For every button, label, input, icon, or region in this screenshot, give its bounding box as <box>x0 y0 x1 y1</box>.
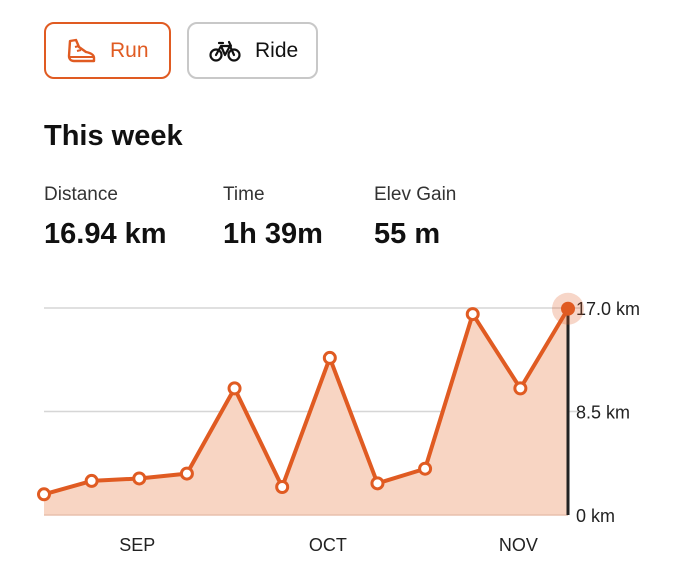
tab-run-label: Run <box>110 38 149 62</box>
data-point[interactable] <box>513 381 528 396</box>
tab-ride[interactable]: Ride <box>187 22 318 79</box>
y-tick-label: 17.0 km <box>576 299 640 319</box>
data-point[interactable] <box>322 350 337 365</box>
data-point[interactable] <box>275 479 290 494</box>
data-point[interactable] <box>418 461 433 476</box>
y-tick-label: 0 km <box>576 506 615 526</box>
stat-time-value: 1h 39m <box>223 218 323 250</box>
data-point[interactable] <box>465 307 480 322</box>
bicycle-icon <box>209 39 241 63</box>
tab-run[interactable]: Run <box>44 22 171 79</box>
x-tick-label: SEP <box>119 535 155 555</box>
area-fill <box>44 308 568 515</box>
stat-time-label: Time <box>223 184 265 205</box>
data-point[interactable] <box>179 466 194 481</box>
stat-distance: Distance 16.94 km <box>44 184 167 250</box>
page-title: This week <box>44 120 183 152</box>
shoe-icon <box>66 38 96 64</box>
stat-elev-gain-value: 55 m <box>374 218 441 250</box>
stat-elev-gain-label: Elev Gain <box>374 184 457 205</box>
data-point[interactable] <box>37 487 51 502</box>
data-point[interactable] <box>370 476 385 491</box>
data-point[interactable] <box>84 473 99 488</box>
stat-distance-label: Distance <box>44 184 118 205</box>
data-point[interactable] <box>227 381 242 396</box>
selected-data-point[interactable] <box>561 301 575 316</box>
activity-type-tabs: Run Ride <box>44 22 318 79</box>
tab-ride-label: Ride <box>255 38 299 62</box>
stat-distance-value: 16.94 km <box>44 218 167 250</box>
y-tick-label: 8.5 km <box>576 403 630 423</box>
data-point[interactable] <box>132 471 147 486</box>
x-tick-label: NOV <box>499 535 538 555</box>
series-line <box>43 307 570 497</box>
x-tick-label: OCT <box>309 535 347 555</box>
stat-time: Time 1h 39m <box>223 184 323 250</box>
stat-elev-gain: Elev Gain 55 m <box>374 184 456 250</box>
